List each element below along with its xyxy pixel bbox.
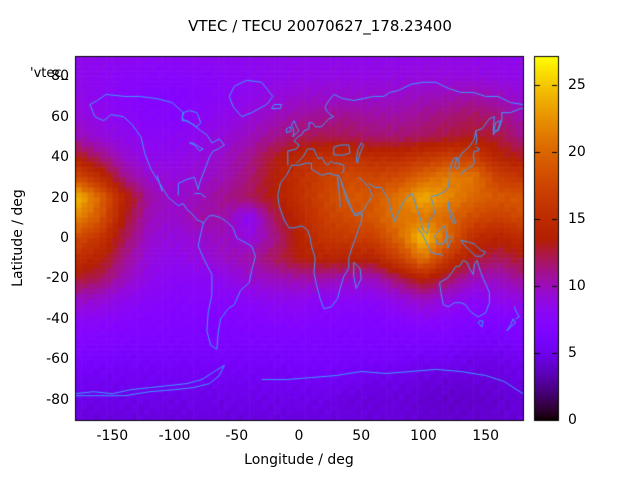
x-tick-label: -50 <box>225 428 249 444</box>
chart-title: VTEC / TECU 20070627_178.23400 <box>188 17 452 35</box>
y-tick-label: -80 <box>46 391 69 408</box>
x-axis-label: Longitude / deg <box>244 452 354 468</box>
colorbar-tick-label: 5 <box>568 345 577 362</box>
y-tick-label: 40 <box>51 149 69 166</box>
colorbar-tick-label: 15 <box>568 211 586 228</box>
x-tick-label: -150 <box>96 428 129 444</box>
colorbar-tick-label: 10 <box>568 278 586 295</box>
colorbar-tick-label: 0 <box>568 412 577 428</box>
y-tick-label: -20 <box>46 270 69 287</box>
y-tick-label: -40 <box>46 310 69 327</box>
colorbar-tick-label: 20 <box>568 144 586 161</box>
x-tick-label: -100 <box>158 428 191 444</box>
y-tick-label: 80 <box>51 68 69 85</box>
x-tick-label: 50 <box>352 428 371 444</box>
x-tick-label: 0 <box>294 428 304 444</box>
y-tick-label: 20 <box>51 189 69 206</box>
y-tick-label: 60 <box>51 108 69 125</box>
y-tick-label: 0 <box>60 230 69 246</box>
colorbar-tick-label: 25 <box>568 77 586 94</box>
y-axis-label: Latitude / deg <box>10 189 26 287</box>
series-key-label: 'vtec_ <box>30 66 69 81</box>
x-tick-label: 150 <box>472 428 500 444</box>
x-tick-label: 100 <box>410 428 437 444</box>
y-tick-label: -60 <box>46 351 69 368</box>
